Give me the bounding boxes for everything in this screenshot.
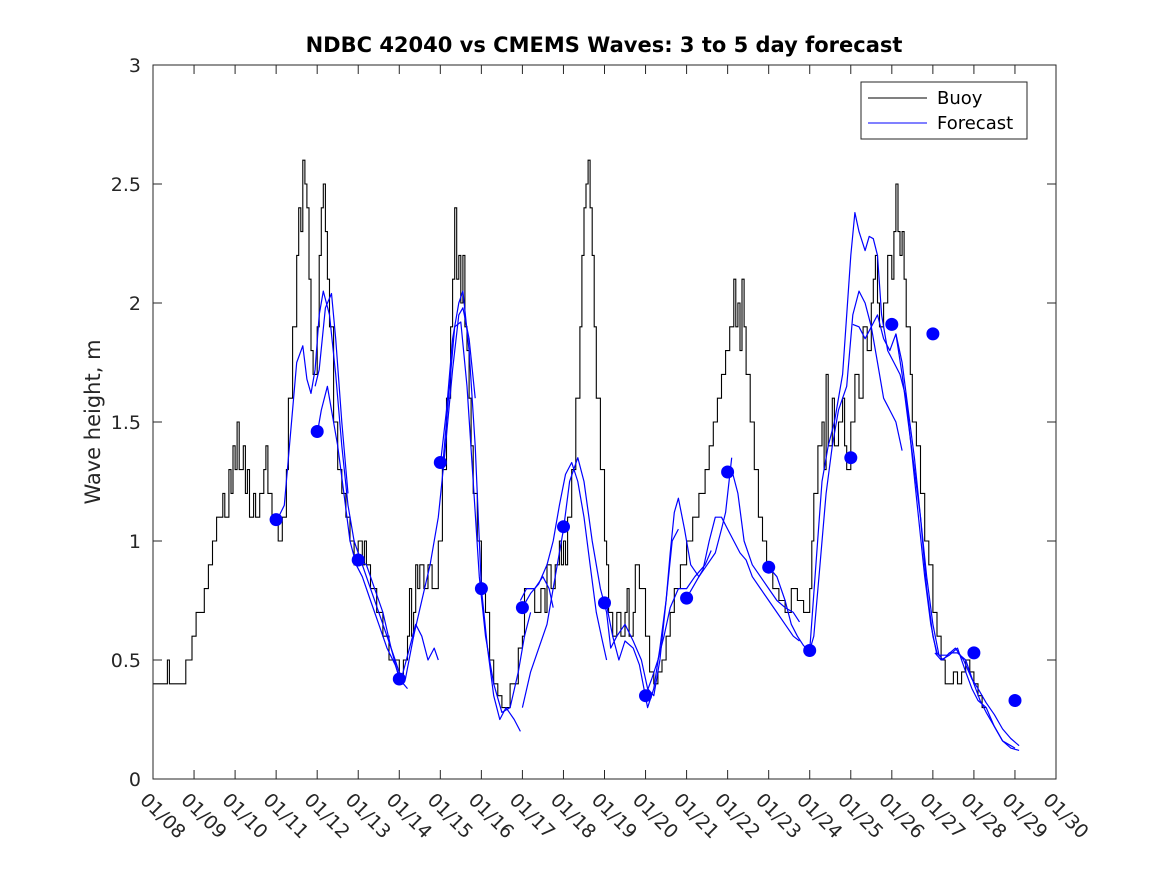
forecast-series-line-11	[644, 550, 712, 696]
y-tick-label: 2	[129, 293, 141, 315]
forecast-series-line-10	[606, 457, 733, 709]
forecast-series-line-18	[934, 647, 1016, 749]
forecast-series-line-14	[768, 290, 903, 652]
forecast-series-line-12	[686, 516, 800, 642]
legend-forecast-label: Forecast	[937, 113, 1013, 134]
forecast-marker-15	[844, 451, 858, 465]
forecast-marker-12	[721, 465, 735, 479]
forecast-marker-17	[926, 327, 940, 341]
forecast-series-line-15	[809, 212, 938, 656]
forecast-series-line-6	[441, 321, 532, 713]
forecast-marker-13	[762, 560, 776, 574]
forecast-marker-10	[639, 689, 652, 703]
y-axis-label: Wave height, m	[81, 339, 105, 504]
y-axis-ticks: 0 0.5 1 1.5 2 2.5 3	[111, 55, 1056, 791]
y-tick-label: 3	[129, 55, 141, 77]
y-tick-label: 0.5	[111, 650, 141, 672]
forecast-marker-layer	[269, 317, 1022, 707]
forecast-marker-5	[433, 456, 447, 469]
y-tick-label: 2.5	[111, 174, 141, 196]
forecast-marker-1	[269, 513, 283, 527]
series-layer	[153, 159, 1020, 751]
chart-title: NDBC 42040 vs CMEMS Waves: 3 to 5 day fo…	[306, 33, 903, 57]
legend-box	[860, 81, 1028, 140]
y-tick-label: 1.5	[111, 412, 141, 434]
forecast-series-line-17	[895, 333, 1020, 747]
forecast-series-line-8	[519, 576, 554, 608]
forecast-marker-6	[474, 582, 488, 596]
forecast-marker-19	[1008, 694, 1022, 707]
forecast-marker-7	[515, 601, 529, 615]
plot-area	[153, 65, 1056, 779]
forecast-marker-8	[557, 520, 570, 534]
forecast-marker-18	[967, 646, 981, 660]
y-tick-label: 0	[129, 769, 141, 791]
forecast-series-line-16	[852, 314, 1020, 751]
forecast-marker-2	[310, 425, 324, 438]
forecast-marker-16	[885, 317, 899, 331]
forecast-marker-3	[351, 553, 365, 567]
legend-buoy-label: Buoy	[937, 88, 983, 109]
forecast-series-line-9	[521, 457, 679, 708]
forecast-marker-4	[392, 672, 406, 686]
y-tick-label: 1	[129, 531, 141, 553]
forecast-marker-11	[680, 591, 694, 605]
forecast-marker-9	[598, 596, 611, 610]
forecast-marker-14	[803, 644, 817, 657]
forecast-series-line-1	[275, 290, 439, 680]
legend: Buoy Forecast	[860, 81, 1028, 140]
forecast-series-line-3	[314, 292, 349, 494]
